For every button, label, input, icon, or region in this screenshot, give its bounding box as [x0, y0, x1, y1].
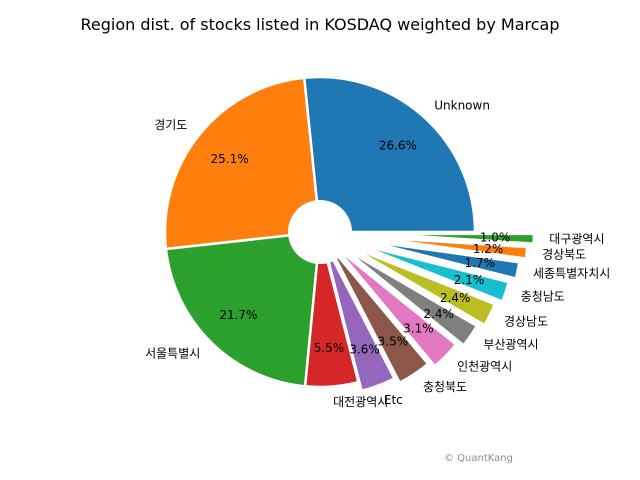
slice-label: Unknown: [434, 98, 490, 112]
slice-percent-label: 5.5%: [314, 341, 345, 355]
slice-label: 세종특별자치시: [533, 266, 610, 280]
slice-label: 인천광역시: [457, 359, 512, 374]
pie-slice: [349, 245, 497, 327]
pie-slice: [357, 243, 510, 303]
chart-title: Region dist. of stocks listed in KOSDAQ …: [81, 15, 560, 34]
slice-percent-label: 25.1%: [210, 152, 248, 166]
slice-label: 충청남도: [521, 290, 565, 304]
slice-percent-label: 1.2%: [473, 242, 504, 256]
pie-slice: [327, 243, 430, 384]
slice-percent-label: 21.7%: [219, 308, 257, 322]
pie-slice: [371, 236, 529, 260]
pie-slice: [302, 75, 477, 234]
slice-label: 충청북도: [423, 380, 467, 394]
slice-label: 경상북도: [542, 247, 586, 261]
pie-slice: [334, 245, 458, 368]
pie-slice: [322, 239, 396, 393]
slice-label: Etc: [384, 393, 403, 407]
percent-labels: 26.6%25.1%21.7%5.5% 3.6%3.5%3.1%2.4%2.4%2…: [210, 139, 510, 357]
pie-slice: [364, 239, 521, 280]
slice-label: 경기도: [154, 118, 187, 132]
pie-slice: [164, 230, 322, 388]
slice-label: 부산광역시: [483, 338, 538, 352]
slice-percent-label: 1.0%: [480, 231, 511, 245]
slice-percent-label: 3.1%: [403, 322, 434, 336]
pie-slice: [377, 232, 536, 245]
slice-label: 서울특별시: [145, 346, 200, 360]
slice-percent-label: 1.7%: [465, 256, 496, 270]
donut-hole: [288, 200, 352, 264]
pie-slice: [341, 246, 479, 347]
slice-percent-label: 2.4%: [440, 291, 471, 305]
slice-label: 경상남도: [504, 315, 548, 329]
slice-percent-label: 3.5%: [378, 335, 409, 349]
slice-percent-label: 3.6%: [349, 342, 380, 356]
slice-label: 대전광역시: [333, 395, 388, 409]
slice-label: 대구광역시: [549, 232, 604, 246]
slice-percent-label: 2.1%: [454, 273, 485, 287]
slice-percent-label: 2.4%: [423, 307, 454, 321]
credit-text: © QuantKang: [444, 453, 513, 464]
pie-slice: [163, 76, 322, 251]
pie-slices: [163, 75, 536, 393]
slice-percent-label: 26.6%: [379, 139, 417, 153]
